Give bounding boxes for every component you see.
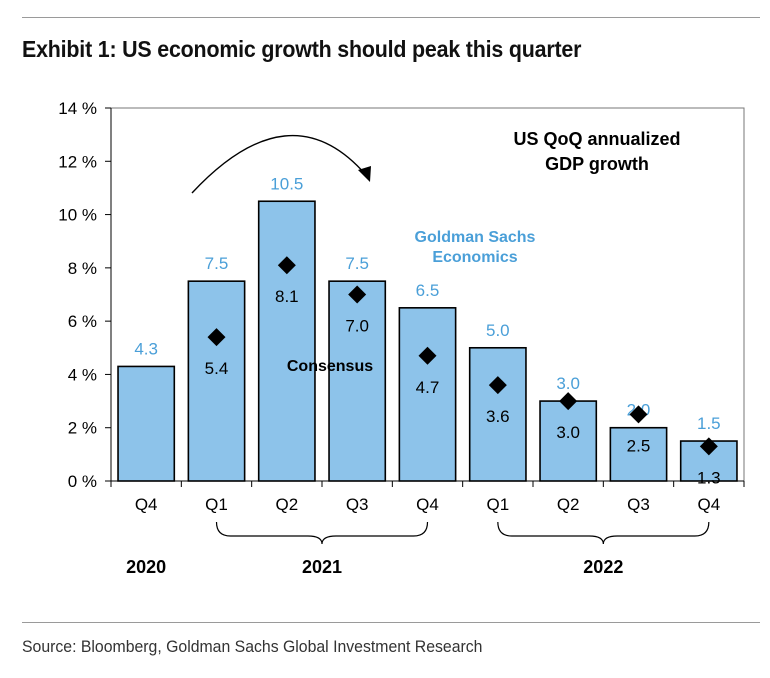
consensus-value-label: 1.3 bbox=[697, 468, 721, 487]
x-axis: Q4 Q1 Q2 Q3 Q4 Q1 Q2 Q3 Q4 bbox=[110, 480, 745, 514]
bottom-rule bbox=[22, 622, 760, 623]
consensus-value-label: 5.4 bbox=[205, 359, 229, 378]
x-tick-label: Q3 bbox=[346, 495, 369, 514]
y-tick-label: 8 % bbox=[68, 259, 97, 278]
y-tick-label: 0 % bbox=[68, 472, 97, 491]
y-tick-label: 6 % bbox=[68, 312, 97, 331]
gs-value-label: 3.0 bbox=[556, 374, 580, 393]
x-tick-label: Q4 bbox=[697, 495, 720, 514]
gs-bar bbox=[539, 400, 598, 482]
y-tick-label: 2 % bbox=[68, 419, 97, 438]
year-label: 2022 bbox=[583, 557, 623, 577]
x-tick-label: Q1 bbox=[486, 495, 509, 514]
y-tick-label: 10 % bbox=[58, 206, 97, 225]
x-tick-label: Q3 bbox=[627, 495, 650, 514]
gs-bar bbox=[609, 426, 668, 482]
y-axis: 0 % 2 % 4 % 6 % 8 % 10 % 12 % 14 % bbox=[58, 99, 112, 491]
consensus-value-labels: 5.4 8.1 7.0 4.7 3.6 3.0 2.5 1.3 bbox=[205, 287, 721, 487]
peak-arrow-head bbox=[358, 166, 371, 182]
consensus-value-label: 7.0 bbox=[345, 317, 369, 336]
gs-value-label: 4.3 bbox=[134, 339, 158, 358]
chart-title-line-1: US QoQ annualized bbox=[513, 129, 680, 149]
consensus-value-label: 8.1 bbox=[275, 287, 299, 306]
consensus-series-label: Consensus bbox=[287, 358, 373, 375]
consensus-marker bbox=[277, 256, 296, 275]
gs-bars bbox=[117, 200, 738, 482]
gs-value-label: 7.5 bbox=[345, 254, 369, 273]
consensus-marker bbox=[207, 328, 226, 347]
y-tick-label: 12 % bbox=[58, 152, 97, 171]
x-tick-label: Q4 bbox=[416, 495, 439, 514]
x-tick-label: Q4 bbox=[135, 495, 158, 514]
consensus-marker bbox=[418, 346, 437, 365]
top-rule bbox=[22, 17, 760, 18]
x-tick-label: Q2 bbox=[557, 495, 580, 514]
consensus-marker bbox=[629, 405, 648, 424]
year-brace bbox=[215, 521, 429, 545]
y-tick-label: 4 % bbox=[68, 365, 97, 384]
year-label: 2021 bbox=[302, 557, 342, 577]
consensus-marker bbox=[348, 285, 367, 304]
exhibit-title: Exhibit 1: US economic growth should pea… bbox=[22, 36, 582, 62]
gs-value-labels: 4.37.510.57.56.55.03.02.01.5 bbox=[134, 174, 720, 433]
peak-arrow bbox=[191, 134, 367, 194]
x-tick-label: Q1 bbox=[205, 495, 228, 514]
year-brace bbox=[497, 521, 710, 545]
gs-series-label-line-2: Economics bbox=[432, 249, 517, 266]
gs-bar bbox=[328, 280, 387, 482]
consensus-marker bbox=[559, 392, 578, 411]
gs-bar bbox=[117, 365, 176, 482]
gs-bar bbox=[257, 200, 316, 482]
consensus-markers bbox=[207, 256, 718, 456]
gs-value-label: 6.5 bbox=[416, 281, 440, 300]
gs-value-label: 7.5 bbox=[205, 254, 229, 273]
gs-bar bbox=[187, 280, 246, 482]
y-tick-label: 14 % bbox=[58, 99, 97, 118]
chart-title-line-2: GDP growth bbox=[545, 154, 649, 174]
consensus-marker bbox=[488, 376, 507, 395]
gs-bar bbox=[468, 346, 527, 482]
consensus-value-label: 4.7 bbox=[416, 378, 440, 397]
gs-bar bbox=[398, 307, 457, 482]
year-groups: 2020 2021 2022 bbox=[126, 521, 710, 577]
consensus-value-label: 3.6 bbox=[486, 407, 510, 426]
consensus-value-label: 2.5 bbox=[627, 436, 651, 455]
source-note: Source: Bloomberg, Goldman Sachs Global … bbox=[22, 637, 483, 656]
x-tick-label: Q2 bbox=[275, 495, 298, 514]
year-label: 2020 bbox=[126, 557, 166, 577]
gs-value-label: 5.0 bbox=[486, 321, 510, 340]
consensus-marker bbox=[699, 437, 718, 456]
consensus-value-label: 3.0 bbox=[556, 423, 580, 442]
gs-value-label: 10.5 bbox=[270, 174, 303, 193]
gs-series-label-line-1: Goldman Sachs bbox=[415, 229, 536, 246]
gs-value-label: 1.5 bbox=[697, 414, 721, 433]
